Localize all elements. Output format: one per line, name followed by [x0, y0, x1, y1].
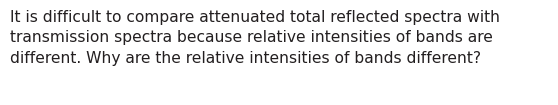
Text: It is difficult to compare attenuated total reflected spectra with
transmission : It is difficult to compare attenuated to… [10, 10, 500, 66]
